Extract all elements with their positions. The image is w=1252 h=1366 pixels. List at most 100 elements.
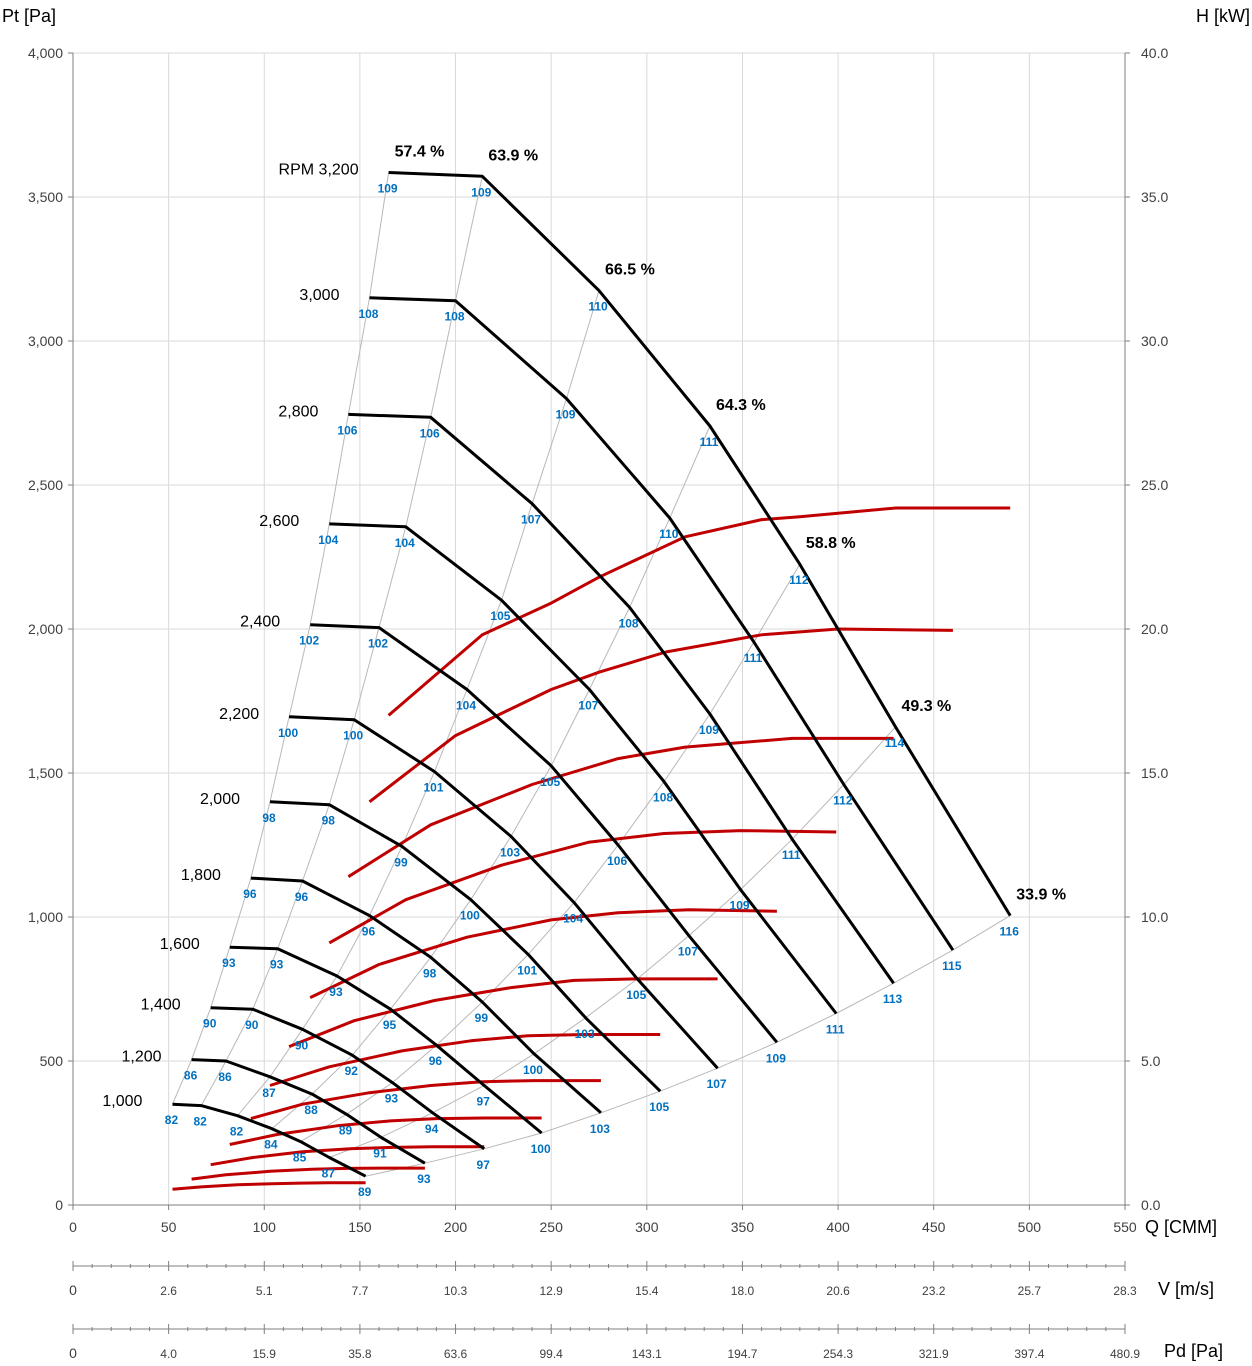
noise-label: 106 <box>607 854 627 868</box>
noise-label: 93 <box>417 1172 431 1186</box>
y-right-tick-label: 10.0 <box>1141 909 1168 925</box>
noise-label: 109 <box>378 182 398 196</box>
noise-label: 103 <box>575 1027 595 1041</box>
efficiency-label: 66.5 % <box>605 262 655 279</box>
y-left-tick-label: 4,000 <box>28 45 63 61</box>
power-curve <box>210 1145 485 1167</box>
y-left-tick-label: 2,000 <box>28 621 63 637</box>
x-tick-label: 150 <box>348 1219 372 1235</box>
pd-axis-tick-label: 35.8 <box>348 1347 372 1361</box>
pressure-curve <box>172 1102 367 1178</box>
pd-axis-tick-label: 397.4 <box>1014 1347 1044 1361</box>
noise-label: 109 <box>555 408 575 422</box>
noise-label: 105 <box>540 775 560 789</box>
rpm-label: 2,400 <box>240 614 280 631</box>
noise-label: 89 <box>339 1123 353 1137</box>
noise-label: 104 <box>318 533 338 547</box>
noise-label: 89 <box>358 1185 372 1199</box>
x-tick-label: 550 <box>1113 1219 1137 1235</box>
pd-axis-tick-label: 194.7 <box>727 1347 757 1361</box>
noise-label: 109 <box>471 185 491 199</box>
rpm-label: 2,000 <box>200 791 240 808</box>
noise-label: 82 <box>230 1125 244 1139</box>
noise-label: 94 <box>425 1122 439 1136</box>
noise-label: 87 <box>322 1166 336 1180</box>
pd-axis-tick-label: 254.3 <box>823 1347 853 1361</box>
efficiency-label: 64.3 % <box>716 397 766 414</box>
noise-label: 97 <box>477 1094 491 1108</box>
power-curve <box>387 506 1011 717</box>
power-curve <box>368 627 953 803</box>
x-tick-label: 50 <box>161 1219 177 1235</box>
noise-label: 112 <box>833 794 853 808</box>
efficiency-isoline <box>200 176 483 1106</box>
noise-label: 100 <box>460 909 480 923</box>
y-right-tick-label: 0.0 <box>1141 1197 1161 1213</box>
v-axis-tick-label: 18.0 <box>731 1284 755 1298</box>
efficiency-label: 63.9 % <box>488 147 538 164</box>
power-curve <box>172 1181 366 1191</box>
x-axis-label: Q [CMM] <box>1145 1217 1217 1237</box>
pressure-curves <box>172 171 1012 1178</box>
pressure-curve <box>250 876 602 1114</box>
rpm-label: 1,000 <box>102 1093 142 1110</box>
pd-axis-tick-label: 321.9 <box>919 1347 949 1361</box>
pressure-curve <box>229 945 543 1135</box>
power-curve <box>191 1166 425 1181</box>
y-left-tick-label: 3,500 <box>28 189 63 205</box>
noise-label: 82 <box>165 1113 179 1127</box>
pressure-curve <box>388 171 1012 917</box>
pd-axis-label: Pd [Pa] <box>1164 1341 1223 1361</box>
rpm-label: RPM 3,200 <box>279 162 359 179</box>
noise-label: 87 <box>262 1086 276 1100</box>
noise-label: 110 <box>588 300 608 314</box>
pd-axis-tick-label: 143.1 <box>632 1347 662 1361</box>
noise-label: 105 <box>649 1100 669 1114</box>
noise-label: 88 <box>304 1103 318 1117</box>
noise-label: 106 <box>420 426 440 440</box>
noise-label: 107 <box>707 1077 727 1091</box>
y-right-tick-label: 15.0 <box>1141 765 1168 781</box>
rpm-label: 1,800 <box>181 867 221 884</box>
v-axis-tick-label: 10.3 <box>444 1284 468 1298</box>
x-tick-label: 0 <box>69 1219 77 1235</box>
pressure-curve <box>329 522 838 1015</box>
noise-label: 101 <box>517 963 537 977</box>
v-axis-tick-label: 20.6 <box>826 1284 850 1298</box>
efficiency-isoline <box>329 726 896 1158</box>
rpm-label: 1,200 <box>122 1049 162 1066</box>
y-right-tick-label: 20.0 <box>1141 621 1168 637</box>
y-right-tick-label: 25.0 <box>1141 477 1168 493</box>
y-right-axis-label: H [kW] <box>1196 6 1250 26</box>
efficiency-isoline <box>365 915 1011 1177</box>
noise-label: 103 <box>590 1122 610 1136</box>
v-axis-tick-label: 28.3 <box>1113 1284 1137 1298</box>
efficiency-label: 33.9 % <box>1016 887 1066 904</box>
noise-label: 90 <box>203 1017 217 1031</box>
noise-label: 100 <box>278 726 298 740</box>
noise-label: 108 <box>358 307 378 321</box>
noise-label: 106 <box>337 423 357 437</box>
pressure-curve <box>369 296 955 951</box>
pd-axis-tick-label: 15.9 <box>253 1347 277 1361</box>
y-right-tick-label: 40.0 <box>1141 45 1168 61</box>
noise-label: 116 <box>1000 925 1020 939</box>
noise-label: 93 <box>329 985 343 999</box>
y-right-tick-label: 35.0 <box>1141 189 1168 205</box>
pd-axis-tick-label: 480.9 <box>1110 1347 1140 1361</box>
noise-label: 102 <box>299 634 319 648</box>
noise-label: 91 <box>373 1146 387 1160</box>
noise-label: 107 <box>678 945 698 959</box>
noise-label: 109 <box>699 723 719 737</box>
noise-label: 105 <box>626 988 646 1002</box>
pd-axis-tick-label: 63.6 <box>444 1347 468 1361</box>
noise-label: 96 <box>429 1054 443 1068</box>
y-left-tick-label: 1,500 <box>28 765 63 781</box>
noise-label: 104 <box>563 912 583 926</box>
noise-label: 86 <box>184 1069 198 1083</box>
efficiency-isoline <box>172 172 390 1105</box>
v-axis-label: V [m/s] <box>1158 1279 1214 1299</box>
rpm-label: 2,200 <box>219 706 259 723</box>
x-tick-label: 350 <box>731 1219 755 1235</box>
